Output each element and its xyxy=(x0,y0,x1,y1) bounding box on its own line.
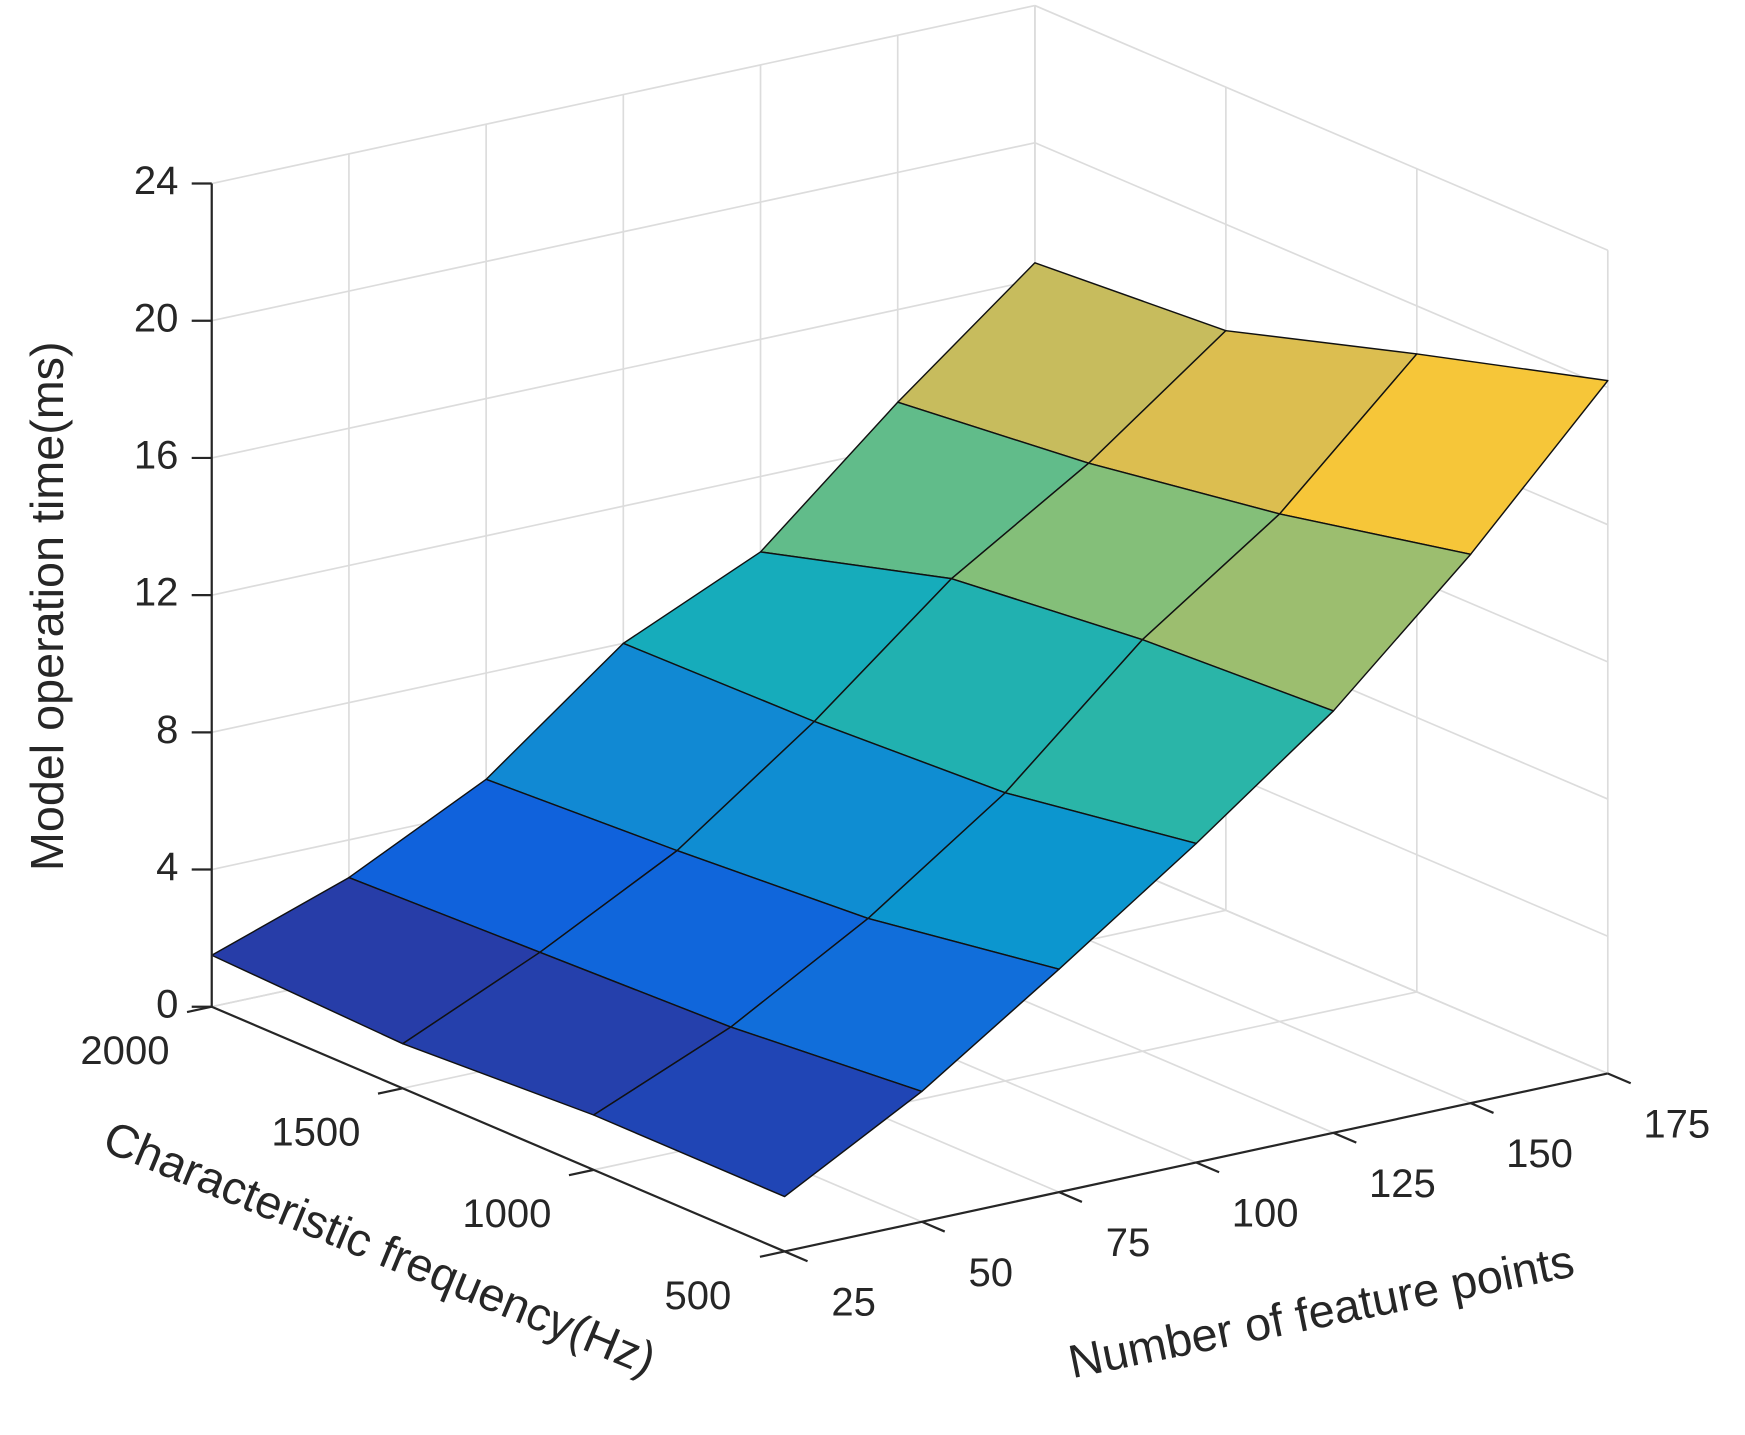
z-tick-label: 0 xyxy=(156,982,178,1026)
x-tick-label: 50 xyxy=(969,1251,1014,1295)
y-tick xyxy=(377,1087,403,1095)
z-tick-label: 16 xyxy=(134,434,179,478)
grid-line xyxy=(1034,4,1609,252)
grid-line xyxy=(211,4,1036,185)
z-tick-label: 24 xyxy=(134,159,179,203)
x-tick-label: 175 xyxy=(1643,1102,1710,1146)
x-tick-label: 100 xyxy=(1232,1191,1299,1235)
grid-line xyxy=(1034,141,1609,389)
y-axis-label: Characteristic frequency(Hz) xyxy=(97,1111,664,1386)
surface xyxy=(211,262,1609,1198)
y-tick-label: 500 xyxy=(664,1274,731,1318)
grid-line xyxy=(211,141,1036,322)
z-tick-label: 8 xyxy=(156,708,178,752)
y-tick-label: 1500 xyxy=(271,1111,360,1155)
x-tick xyxy=(1195,1161,1220,1174)
z-axis-label: Model operation time(ms) xyxy=(21,341,73,871)
y-tick-label: 1000 xyxy=(462,1192,551,1236)
x-tick xyxy=(1607,1072,1632,1085)
x-tick-label: 125 xyxy=(1369,1162,1436,1206)
x-tick-label: 150 xyxy=(1506,1132,1573,1176)
x-tick xyxy=(1058,1191,1083,1203)
y-tick xyxy=(568,1168,594,1177)
y-tick-label: 2000 xyxy=(80,1029,169,1073)
x-tick-label: 25 xyxy=(831,1280,876,1324)
y-axis xyxy=(211,1005,786,1253)
z-tick-label: 12 xyxy=(134,571,179,615)
x-tick xyxy=(1470,1102,1494,1114)
z-tick-label: 4 xyxy=(156,845,178,889)
z-tick-label: 20 xyxy=(134,296,179,340)
surface-patch xyxy=(592,1026,923,1198)
x-tick xyxy=(1332,1131,1357,1144)
x-tick xyxy=(784,1250,808,1263)
x-tick xyxy=(921,1220,946,1233)
axes: 0 4 8 12 16 20 24 500 1000 1500 2000 25 50 75 100 125 15… xyxy=(80,159,1710,1324)
y-tick xyxy=(759,1250,785,1258)
x-tick-label: 75 xyxy=(1106,1221,1151,1265)
y-tick xyxy=(186,1005,212,1014)
grid-line xyxy=(211,279,1036,459)
